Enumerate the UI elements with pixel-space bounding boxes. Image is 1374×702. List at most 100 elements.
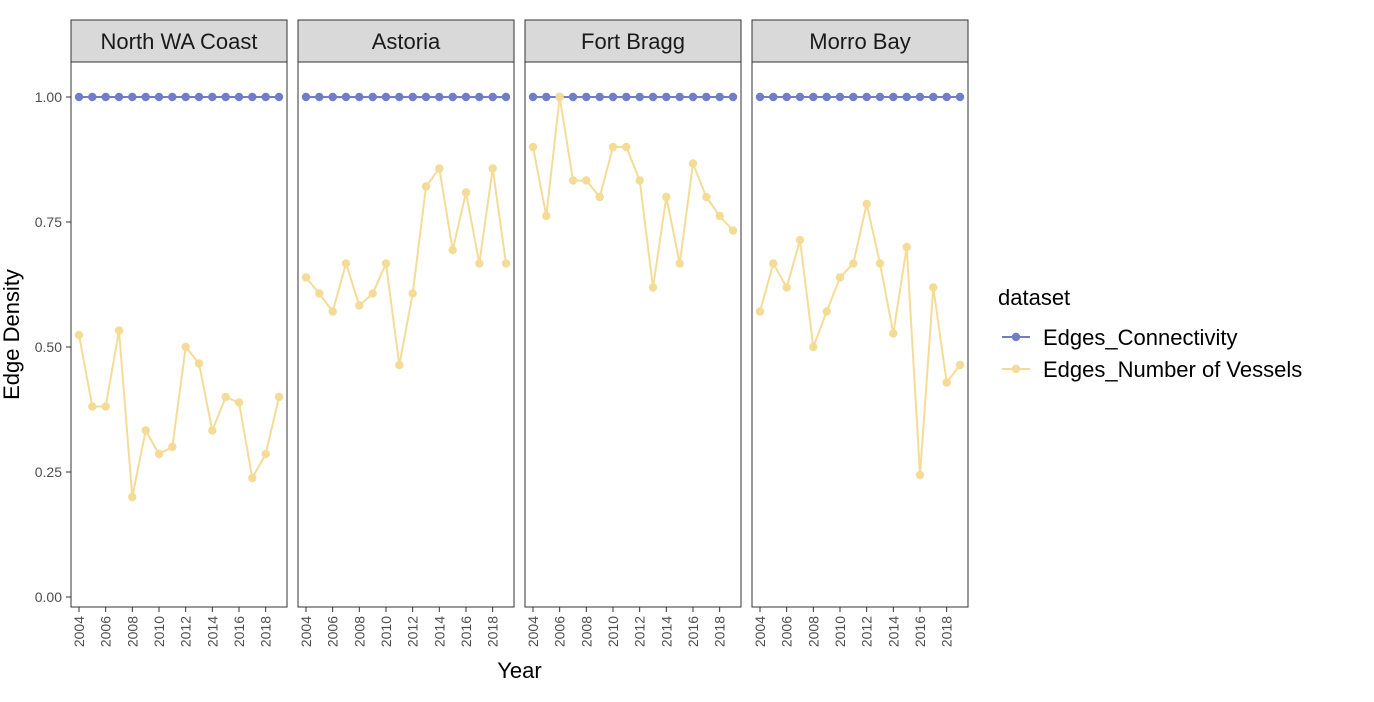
data-point bbox=[88, 402, 97, 411]
y-tick-label: 1.00 bbox=[35, 89, 62, 105]
facet-strip bbox=[70, 19, 288, 63]
data-point bbox=[194, 92, 204, 102]
x-tick-label: 2012 bbox=[859, 616, 875, 647]
data-point bbox=[528, 142, 538, 152]
data-point bbox=[702, 192, 711, 202]
facet-title: Morro Bay bbox=[809, 29, 910, 54]
data-point bbox=[408, 92, 417, 102]
y-tick-label: 0.00 bbox=[35, 589, 62, 605]
data-point bbox=[582, 92, 591, 102]
data-point bbox=[501, 92, 511, 102]
data-point bbox=[542, 92, 551, 102]
x-tick-label: 2014 bbox=[204, 616, 220, 647]
legend-label: Edges_Number of Vessels bbox=[1043, 357, 1302, 382]
data-point bbox=[194, 359, 204, 368]
data-point bbox=[528, 92, 538, 102]
data-point bbox=[728, 92, 738, 102]
data-point bbox=[221, 92, 230, 102]
data-point bbox=[755, 307, 765, 316]
data-point bbox=[889, 92, 898, 102]
data-point bbox=[381, 259, 391, 268]
data-point bbox=[88, 92, 97, 102]
data-point bbox=[315, 92, 324, 102]
x-tick-label: 2014 bbox=[885, 616, 901, 647]
data-point bbox=[955, 92, 965, 102]
x-tick-label: 2018 bbox=[712, 616, 728, 647]
x-axis-title: Year bbox=[497, 658, 541, 683]
data-point bbox=[849, 92, 858, 102]
x-tick-label: 2014 bbox=[431, 616, 447, 647]
data-point bbox=[809, 92, 818, 102]
data-point bbox=[595, 92, 604, 102]
data-point bbox=[955, 360, 965, 370]
x-tick-label: 2004 bbox=[752, 616, 768, 647]
facet-strip bbox=[524, 19, 742, 63]
data-point bbox=[128, 92, 137, 102]
data-point bbox=[688, 159, 698, 168]
panel-border bbox=[524, 61, 742, 608]
data-point bbox=[942, 92, 951, 102]
data-point bbox=[809, 342, 818, 352]
data-point bbox=[875, 259, 885, 268]
data-point bbox=[461, 188, 471, 197]
x-tick-label: 2014 bbox=[658, 616, 674, 647]
data-point bbox=[154, 92, 164, 102]
x-tick-label: 2018 bbox=[939, 616, 955, 647]
data-point bbox=[448, 92, 457, 102]
data-point bbox=[341, 259, 351, 268]
data-point bbox=[475, 92, 484, 102]
x-tick-label: 2004 bbox=[298, 616, 314, 647]
x-tick-label: 2016 bbox=[685, 616, 701, 647]
data-point bbox=[542, 211, 551, 221]
x-tick-label: 2006 bbox=[98, 616, 114, 647]
x-tick-label: 2010 bbox=[605, 616, 621, 647]
x-tick-label: 2010 bbox=[832, 616, 848, 647]
data-point bbox=[101, 402, 110, 411]
data-point bbox=[274, 392, 284, 402]
x-tick-label: 2012 bbox=[632, 616, 648, 647]
facet-strip bbox=[751, 19, 969, 63]
legend-key-point bbox=[1011, 332, 1021, 342]
x-tick-label: 2016 bbox=[458, 616, 474, 647]
data-point bbox=[582, 176, 591, 185]
x-tick-label: 2006 bbox=[325, 616, 341, 647]
data-point bbox=[929, 283, 938, 292]
data-point bbox=[488, 164, 497, 173]
data-point bbox=[715, 211, 724, 221]
data-point bbox=[395, 92, 404, 102]
series-line bbox=[532, 96, 734, 288]
data-point bbox=[141, 92, 150, 102]
data-point bbox=[622, 142, 631, 152]
data-point bbox=[301, 273, 311, 282]
data-point bbox=[822, 92, 831, 102]
data-point bbox=[114, 326, 124, 335]
data-point bbox=[622, 92, 631, 102]
x-tick-label: 2006 bbox=[552, 616, 568, 647]
data-point bbox=[769, 259, 778, 268]
y-axis-title: Edge Density bbox=[0, 269, 24, 400]
data-point bbox=[168, 92, 177, 102]
data-point bbox=[381, 92, 391, 102]
facet-title: Astoria bbox=[372, 29, 441, 54]
data-point bbox=[648, 283, 658, 292]
data-point bbox=[769, 92, 778, 102]
data-point bbox=[795, 235, 805, 245]
data-point bbox=[395, 360, 404, 370]
data-point bbox=[929, 92, 938, 102]
y-tick-label: 0.50 bbox=[35, 339, 62, 355]
data-point bbox=[915, 470, 925, 480]
data-point bbox=[862, 92, 871, 102]
legend-key-point bbox=[1011, 364, 1021, 374]
facet-strip bbox=[297, 19, 515, 63]
data-point bbox=[461, 92, 471, 102]
data-point bbox=[782, 283, 791, 292]
data-point bbox=[648, 92, 658, 102]
data-point bbox=[608, 92, 618, 102]
series-line bbox=[78, 330, 280, 498]
data-point bbox=[368, 92, 377, 102]
data-point bbox=[221, 392, 230, 402]
data-point bbox=[782, 92, 791, 102]
data-point bbox=[488, 92, 497, 102]
x-tick-label: 2016 bbox=[231, 616, 247, 647]
